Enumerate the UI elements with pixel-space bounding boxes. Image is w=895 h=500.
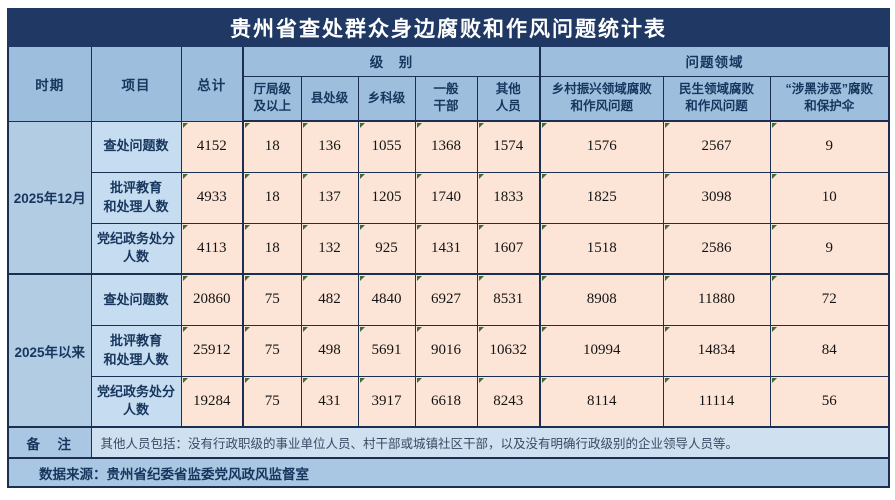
table-row: 2025年以来 查处问题数 20860 75 482 4840 6927 853… (7, 273, 890, 428)
value-cell: 5691 (357, 324, 416, 377)
remark-row: 备 注 其他人员包括：没有行政职级的事业单位人员、村干部或城镇社区干部，以及没有… (7, 426, 890, 459)
value-cell: 19284 (180, 375, 244, 428)
col-header-other-personnel: 其他 人员 (476, 75, 541, 122)
value-cell: 498 (300, 324, 359, 377)
value-cell: 8908 (539, 273, 664, 326)
value-cell: 1576 (539, 120, 664, 173)
value-cell: 11880 (662, 273, 771, 326)
group-header-problem-area: 问题领域 (538, 45, 890, 77)
value-cell: 431 (300, 375, 359, 428)
value-cell: 84 (769, 324, 890, 377)
value-cell: 10632 (476, 324, 541, 377)
value-cell: 1431 (414, 222, 478, 275)
item-label-cell: 批评教育 和处理人数 (90, 171, 182, 224)
value-cell: 20860 (180, 273, 244, 326)
remark-label: 备 注 (7, 426, 92, 459)
statistics-table: 贵州省查处群众身边腐败和作风问题统计表 时期 项目 总计 级 别 问题领域 厅局… (6, 8, 891, 488)
value-cell: 10994 (539, 324, 664, 377)
page-title: 贵州省查处群众身边腐败和作风问题统计表 (6, 8, 891, 47)
value-cell: 56 (769, 375, 890, 428)
col-header-bureau-level: 厅局级 及以上 (242, 75, 302, 122)
table-row: 党纪政务处分 人数 19284 75 431 3917 6618 8243 81… (8, 375, 890, 428)
value-cell: 10 (769, 171, 890, 224)
value-cell: 18 (242, 171, 302, 224)
value-cell: 1368 (414, 120, 478, 173)
value-cell: 6927 (414, 273, 478, 326)
value-cell: 18 (242, 222, 302, 275)
period-cell: 2025年以来 (7, 273, 92, 428)
group-header-level: 级 别 (242, 45, 541, 77)
statistics-sheet: 贵州省查处群众身边腐败和作风问题统计表 时期 项目 总计 级 别 问题领域 厅局… (6, 8, 891, 488)
col-header-general-cadre: 一般 干部 (414, 75, 478, 122)
period-cell: 2025年12月 (7, 120, 92, 275)
item-label-cell: 查处问题数 (90, 273, 182, 326)
table-row: 2025年12月 查处问题数 4152 18 136 1055 1368 157… (7, 120, 890, 275)
value-cell: 4933 (180, 171, 244, 224)
header-sub-row: 厅局级 及以上 县处级 乡科级 一般 干部 其他 人员 乡村振兴领域腐败 和作风… (8, 75, 890, 122)
value-cell: 72 (769, 273, 890, 326)
value-cell: 482 (300, 273, 359, 326)
value-cell: 1574 (476, 120, 541, 173)
value-cell: 136 (300, 120, 359, 173)
value-cell: 14834 (662, 324, 771, 377)
value-cell: 11114 (662, 375, 771, 428)
col-header-rural-revitalization: 乡村振兴领域腐败 和作风问题 (539, 75, 664, 122)
item-label-cell: 党纪政务处分 人数 (90, 375, 182, 428)
value-cell: 1055 (357, 120, 416, 173)
value-cell: 2567 (662, 120, 771, 173)
table-row: 批评教育 和处理人数 25912 75 498 5691 9016 10632 … (8, 324, 890, 377)
table-footer: 备 注 其他人员包括：没有行政职级的事业单位人员、村干部或城镇社区干部，以及没有… (7, 426, 890, 488)
value-cell: 1740 (414, 171, 478, 224)
value-cell: 3917 (357, 375, 416, 428)
col-header-county-level: 县处级 (300, 75, 359, 122)
value-cell: 4113 (180, 222, 244, 275)
value-cell: 75 (242, 375, 302, 428)
value-cell: 925 (357, 222, 416, 275)
col-header-total: 总计 (180, 45, 244, 122)
title-row: 贵州省查处群众身边腐败和作风问题统计表 (6, 8, 891, 47)
value-cell: 18 (242, 120, 302, 173)
value-cell: 8243 (476, 375, 541, 428)
value-cell: 9 (769, 120, 890, 173)
value-cell: 6618 (414, 375, 478, 428)
value-cell: 9 (769, 222, 890, 275)
value-cell: 8114 (539, 375, 664, 428)
data-source: 数据来源：贵州省纪委省监委党风政风监督室 (7, 457, 890, 488)
item-label-cell: 批评教育 和处理人数 (90, 324, 182, 377)
value-cell: 4152 (180, 120, 244, 173)
value-cell: 3098 (662, 171, 771, 224)
col-header-township-level: 乡科级 (357, 75, 416, 122)
value-cell: 25912 (180, 324, 244, 377)
value-cell: 75 (242, 273, 302, 326)
value-cell: 8531 (476, 273, 541, 326)
value-cell: 132 (300, 222, 359, 275)
col-header-item: 项目 (90, 45, 182, 122)
col-header-livelihood: 民生领域腐败 和作风问题 (662, 75, 771, 122)
item-label-cell: 查处问题数 (90, 120, 182, 173)
value-cell: 1518 (539, 222, 664, 275)
value-cell: 9016 (414, 324, 478, 377)
header-group-row: 时期 项目 总计 级 别 问题领域 (7, 45, 890, 122)
value-cell: 1607 (476, 222, 541, 275)
col-header-gang-crime: “涉黑涉恶”腐败 和保护伞 (769, 75, 890, 122)
value-cell: 2586 (662, 222, 771, 275)
table-row: 党纪政务处分 人数 4113 18 132 925 1431 1607 1518… (8, 222, 890, 275)
remark-text: 其他人员包括：没有行政职级的事业单位人员、村干部或城镇社区干部，以及没有明确行政… (90, 426, 890, 459)
table-row: 批评教育 和处理人数 4933 18 137 1205 1740 1833 18… (8, 171, 890, 224)
value-cell: 4840 (357, 273, 416, 326)
value-cell: 1825 (539, 171, 664, 224)
value-cell: 75 (242, 324, 302, 377)
item-label-cell: 党纪政务处分 人数 (90, 222, 182, 275)
value-cell: 137 (300, 171, 359, 224)
value-cell: 1833 (476, 171, 541, 224)
col-header-period: 时期 (7, 45, 92, 122)
value-cell: 1205 (357, 171, 416, 224)
source-row: 数据来源：贵州省纪委省监委党风政风监督室 (7, 457, 890, 488)
